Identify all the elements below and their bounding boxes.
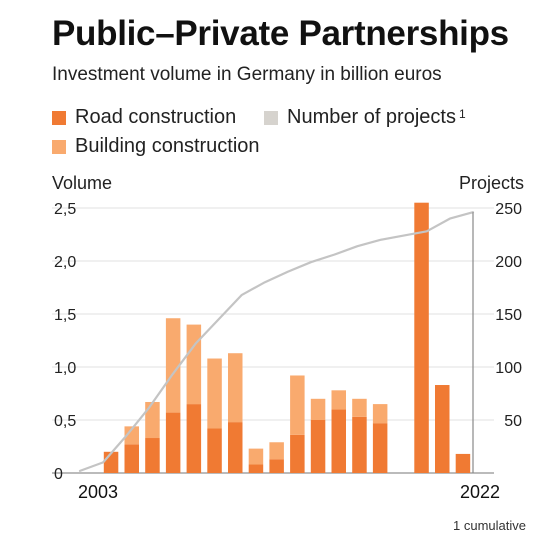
y-left-tick-label: 0,5 — [54, 413, 76, 430]
bar-building-2013 — [290, 375, 305, 435]
bar-road-2021 — [455, 453, 471, 473]
y-right-tick-label: 150 — [495, 307, 522, 324]
legend-road: Road construction — [52, 106, 236, 129]
bar-road-2020 — [435, 385, 450, 473]
legend-building-label: Building construction — [75, 135, 260, 157]
bar-road-2010 — [228, 422, 243, 473]
bar-road-2015 — [331, 409, 346, 473]
y-left-tick-label: 1,0 — [54, 360, 76, 377]
legend-projects-footnote-marker: 1 — [458, 106, 466, 121]
bar-building-2008 — [186, 324, 202, 405]
legend-projects: Number of projects 1 — [264, 106, 466, 129]
y-right-tick-label: 250 — [495, 201, 522, 218]
bar-road-2009 — [207, 428, 222, 473]
y-left-axis-title: Volume — [52, 173, 113, 193]
legend-projects-swatch — [264, 110, 278, 125]
legend-road-swatch — [52, 110, 66, 125]
bar-building-2006 — [145, 401, 160, 439]
y-left-tick-label: 2,5 — [54, 201, 76, 218]
projects-line — [78, 211, 475, 472]
bar-road-2012 — [269, 459, 284, 473]
y-right-tick-label: 100 — [495, 360, 522, 377]
bar-road-2005 — [124, 444, 139, 473]
bar-building-2014 — [310, 398, 326, 420]
bar-road-2006 — [145, 438, 160, 473]
bar-road-2014 — [310, 420, 326, 473]
y-left-tick-label: 1,5 — [54, 307, 76, 324]
bar-building-2007 — [165, 318, 181, 413]
legend-road-label: Road construction — [75, 106, 237, 128]
y-left-tick-label: 0 — [54, 466, 63, 483]
bar-road-2013 — [290, 434, 305, 473]
x-start-label: 2003 — [78, 482, 118, 502]
legend-building: Building construction — [52, 135, 260, 158]
bar-road-2011 — [248, 464, 264, 473]
bar-road-2017 — [372, 423, 388, 473]
y-left-tick-label: 2,0 — [54, 254, 76, 271]
legend-projects-label: Number of projects — [287, 106, 456, 128]
bar-road-2016 — [352, 416, 367, 473]
legend-building-swatch — [52, 139, 66, 154]
bar-building-2010 — [228, 353, 243, 423]
bar-building-2017 — [372, 404, 388, 424]
bar-building-2011 — [248, 448, 264, 465]
y-right-tick-label: 50 — [504, 413, 522, 430]
footnote: 1 cumulative — [453, 518, 526, 533]
bar-building-2012 — [269, 442, 284, 460]
x-end-label: 2022 — [460, 482, 500, 502]
bar-building-2009 — [207, 358, 222, 429]
y-right-tick-label: 200 — [495, 254, 522, 271]
bar-road-2007 — [165, 412, 181, 473]
bar-building-2016 — [352, 398, 367, 417]
chart-title: Public–Private Partnerships — [52, 14, 509, 53]
bar-building-2015 — [331, 390, 346, 410]
bar-building-2005 — [124, 426, 139, 445]
y-right-axis-title: Projects — [458, 173, 524, 193]
bar-road-2008 — [186, 404, 202, 473]
chart-subtitle: Investment volume in Germany in billion … — [52, 64, 442, 85]
bar-road-2019 — [414, 202, 429, 473]
